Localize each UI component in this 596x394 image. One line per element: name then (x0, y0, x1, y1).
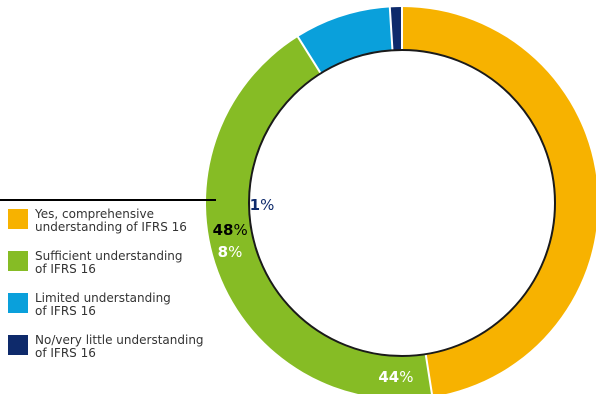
legend-swatch-sufficient (8, 251, 28, 271)
legend-item-sufficient: Sufficient understanding of IFRS 16 (8, 250, 220, 276)
slice-separator (388, 6, 394, 52)
legend-item-limited: Limited understanding of IFRS 16 (8, 292, 220, 318)
donut-hole (248, 49, 556, 357)
data-label-comprehensive: 48% (213, 221, 248, 239)
data-labels: 48% 44% 8% 1% (213, 196, 414, 386)
legend-label-limited: Limited understanding of IFRS 16 (35, 291, 171, 318)
legend-label-no-little: No/very little understanding of IFRS 16 (35, 333, 204, 360)
data-label-no-little: 1% (250, 196, 275, 214)
donut-slices (206, 6, 596, 394)
slice-separator (296, 35, 323, 75)
legend-label-comprehensive: Yes, comprehensive understanding of IFRS… (35, 207, 187, 234)
legend-swatch-limited (8, 293, 28, 313)
legend-item-comprehensive: Yes, comprehensive understanding of IFRS… (8, 208, 220, 234)
data-label-sufficient: 44% (378, 367, 413, 385)
slice-separator (424, 353, 433, 394)
legend-divider-line (0, 199, 216, 201)
legend-label-sufficient: Sufficient understanding of IFRS 16 (35, 249, 183, 276)
legend-swatch-no-little (8, 335, 28, 355)
data-label-limited: 8% (218, 243, 243, 261)
slice-sufficient (206, 36, 432, 394)
slice-limited (297, 7, 393, 74)
slice-no-little (389, 7, 402, 51)
legend-swatch-comprehensive (8, 209, 28, 229)
slice-comprehensive (402, 7, 596, 394)
legend-item-no-little: No/very little understanding of IFRS 16 (8, 334, 220, 360)
